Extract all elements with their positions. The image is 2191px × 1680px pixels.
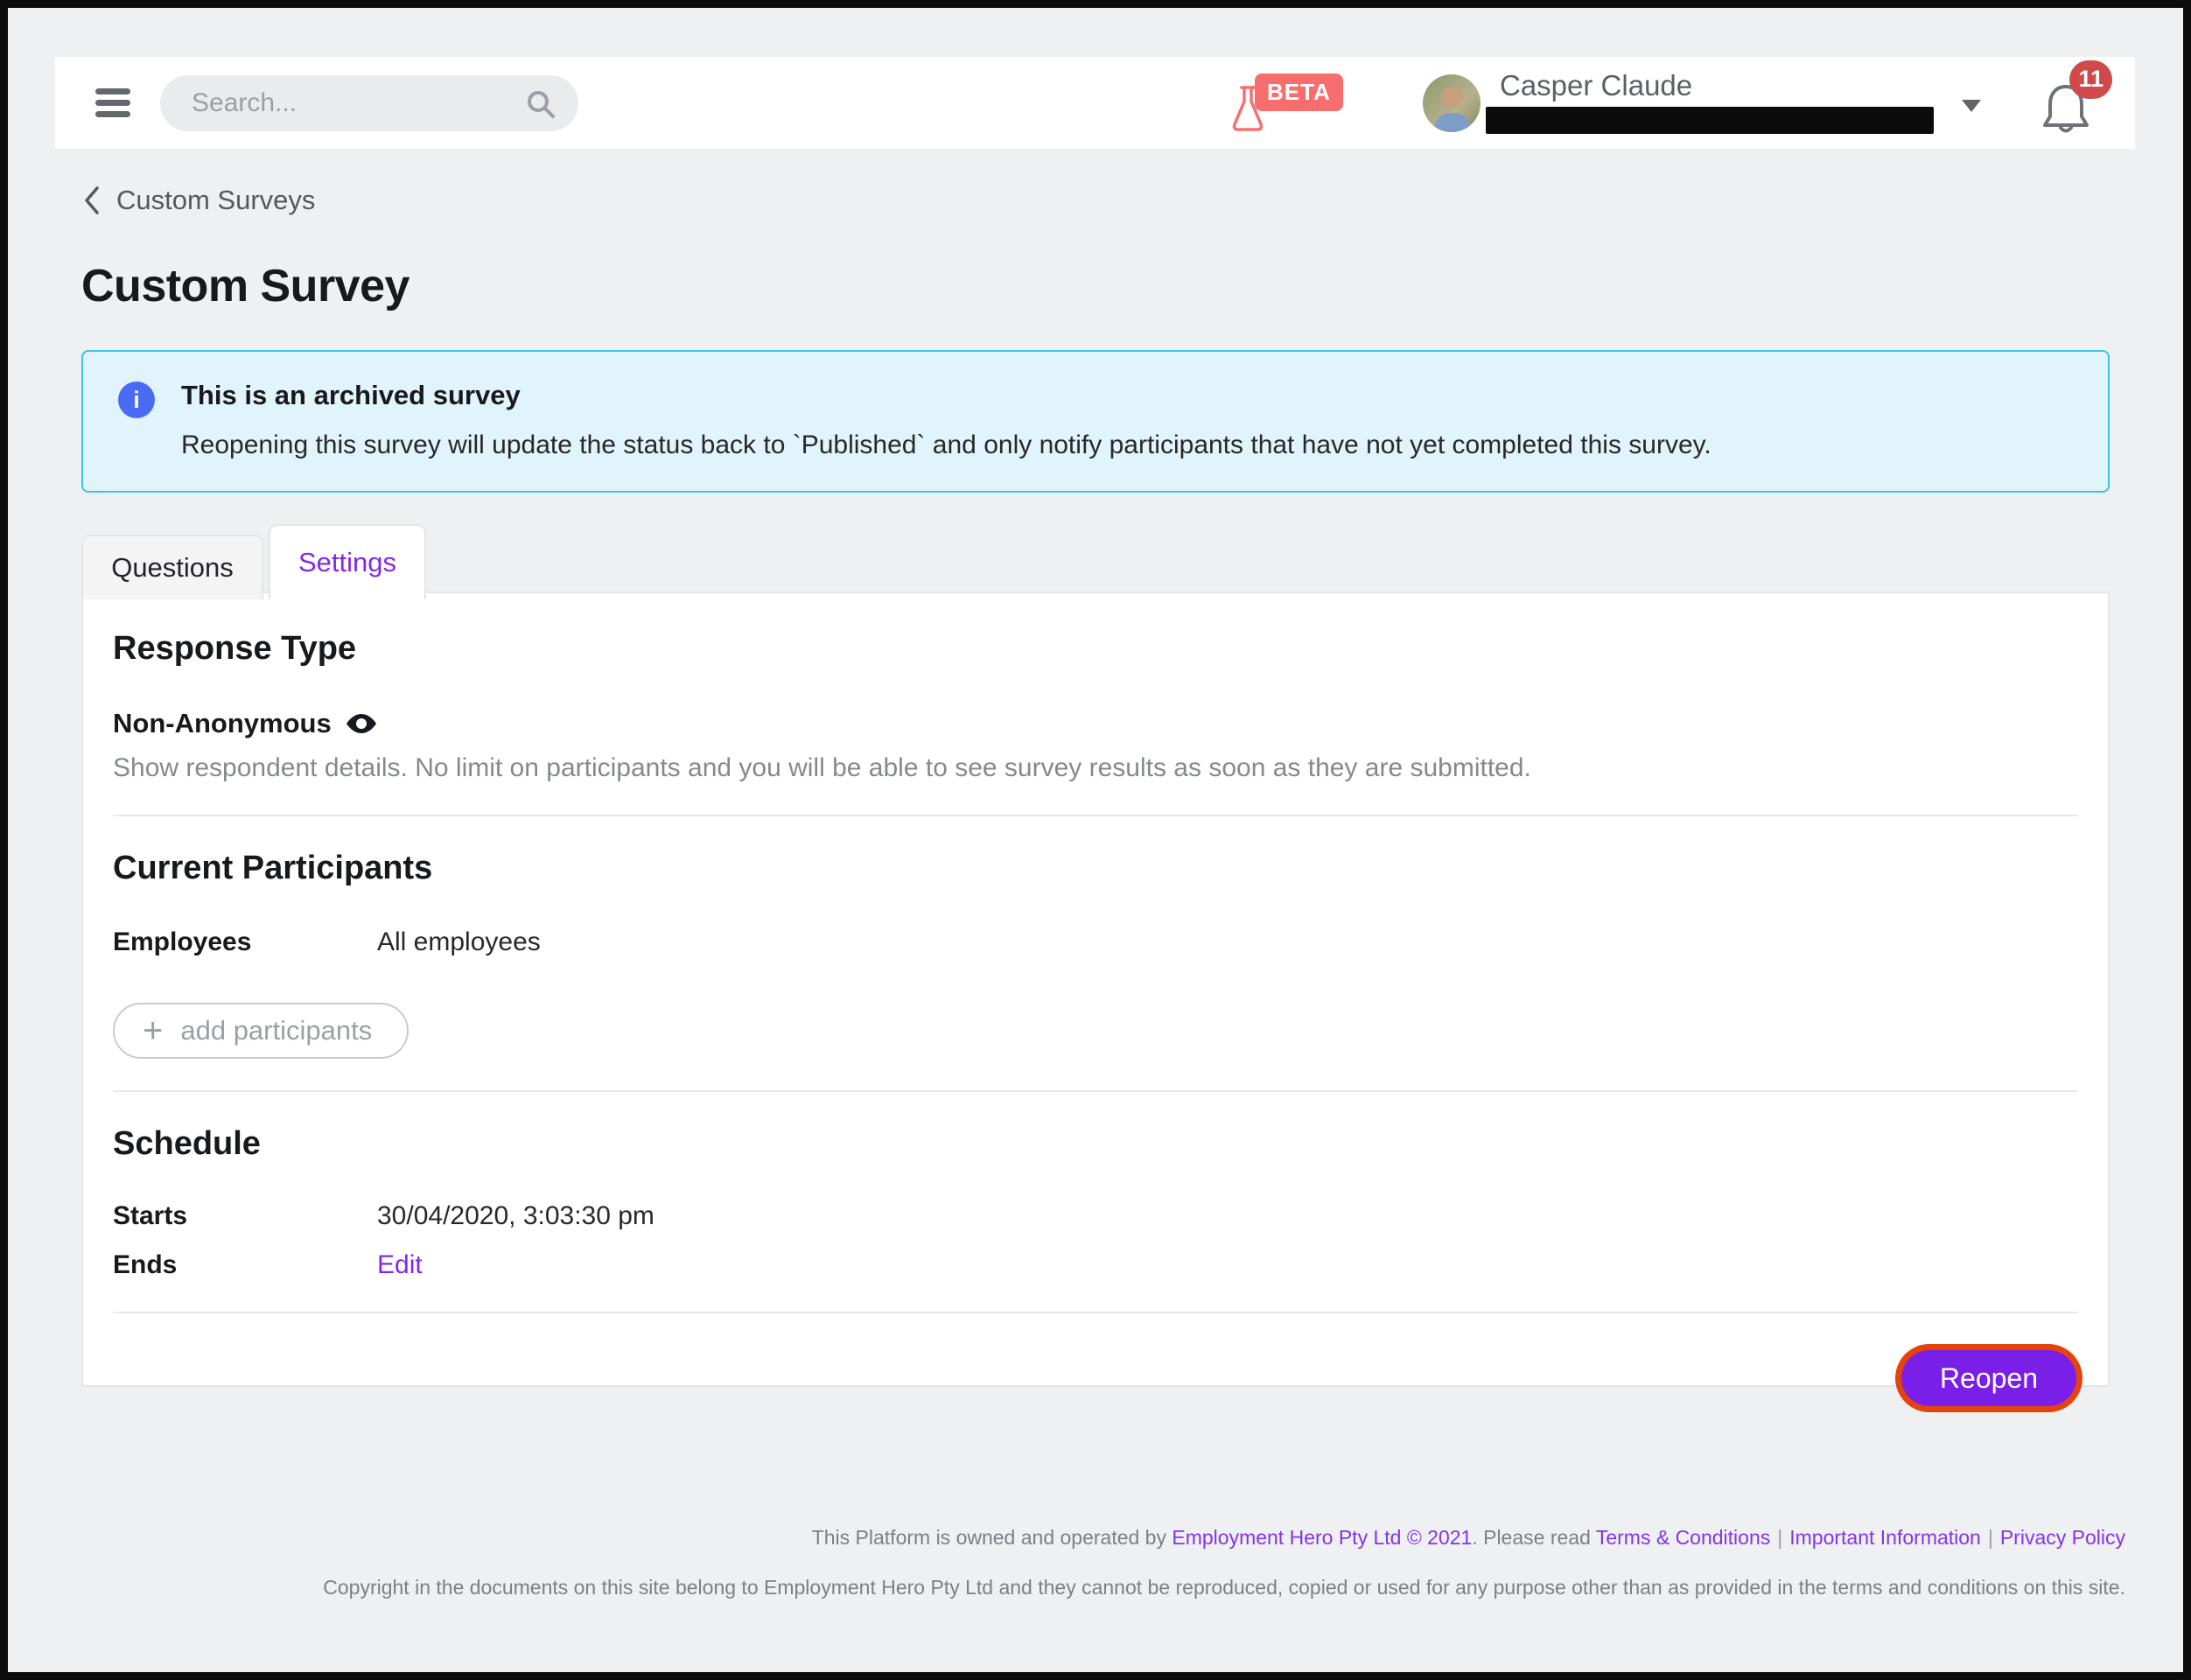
redacted-email-bar (1486, 106, 1934, 134)
search-input[interactable] (160, 74, 578, 131)
edit-end-date-link[interactable]: Edit (377, 1250, 423, 1279)
breadcrumb-back-link[interactable]: Custom Surveys (81, 185, 315, 216)
banner-title: This is an archived survey (181, 380, 521, 410)
employment-hero-link[interactable]: Employment Hero Pty Ltd © 2021 (1172, 1526, 1473, 1549)
response-type-value: Non-Anonymous (113, 708, 332, 738)
eye-icon (346, 712, 377, 735)
footer-copyright: Copyright in the documents on this site … (323, 1576, 2125, 1599)
user-name: Casper Claude (1500, 68, 1693, 102)
search-field (160, 74, 578, 131)
schedule-heading: Schedule (113, 1125, 261, 1162)
avatar[interactable] (1423, 74, 1480, 132)
notification-count-badge: 11 (2069, 60, 2112, 99)
breadcrumb-label: Custom Surveys (116, 185, 316, 215)
tab-bar: Questions Settings (81, 524, 426, 599)
add-participants-label: add participants (180, 1015, 373, 1046)
notifications-button[interactable]: 11 (2039, 60, 2112, 141)
chevron-left-icon (81, 185, 102, 216)
employees-label: Employees (113, 928, 252, 956)
footer-text: This Platform is owned and operated by (811, 1526, 1172, 1549)
response-type-description: Show respondent details. No limit on par… (113, 753, 1531, 782)
banner-description: Reopening this survey will update the st… (181, 430, 1712, 459)
important-information-link[interactable]: Important Information (1789, 1526, 1981, 1549)
participants-heading: Current Participants (113, 850, 433, 886)
tab-settings[interactable]: Settings (269, 524, 426, 599)
search-icon (526, 89, 556, 119)
plus-icon: + (143, 1012, 164, 1050)
chevron-down-icon[interactable] (1962, 99, 1981, 112)
response-type-heading: Response Type (113, 630, 357, 667)
separator: | (1777, 1526, 1783, 1549)
employees-value: All employees (377, 928, 541, 956)
top-bar: BETA Casper Claude 11 (55, 57, 2135, 149)
terms-conditions-link[interactable]: Terms & Conditions (1595, 1526, 1771, 1549)
account-menu[interactable]: Casper Claude (1486, 68, 1981, 136)
beta-badge: BETA (1255, 73, 1343, 111)
separator: | (1987, 1526, 1993, 1549)
settings-card: Response Type Non-Anonymous Show respond… (81, 592, 2110, 1406)
footer: This Platform is owned and operated by E… (323, 1526, 2125, 1600)
footer-line1: This Platform is owned and operated by E… (323, 1526, 2125, 1550)
ends-label: Ends (113, 1250, 178, 1279)
add-participants-button[interactable]: + add participants (113, 1003, 410, 1059)
footer-text: . Please read (1472, 1526, 1596, 1549)
starts-value: 30/04/2020, 3:03:30 pm (377, 1201, 654, 1230)
hamburger-menu-icon[interactable] (95, 83, 136, 122)
divider (113, 1312, 2078, 1313)
divider (113, 815, 2078, 816)
flask-icon (1228, 82, 1267, 135)
privacy-policy-link[interactable]: Privacy Policy (1999, 1526, 2125, 1549)
page-title: Custom Survey (81, 261, 410, 312)
beta-flag: BETA (1228, 68, 1343, 138)
archived-info-banner: i This is an archived survey Reopening t… (81, 350, 2110, 493)
tab-questions[interactable]: Questions (81, 535, 263, 599)
starts-label: Starts (113, 1201, 188, 1230)
reopen-button[interactable]: Reopen (1900, 1350, 2076, 1406)
divider (113, 1090, 2078, 1092)
info-icon: i (118, 382, 155, 418)
